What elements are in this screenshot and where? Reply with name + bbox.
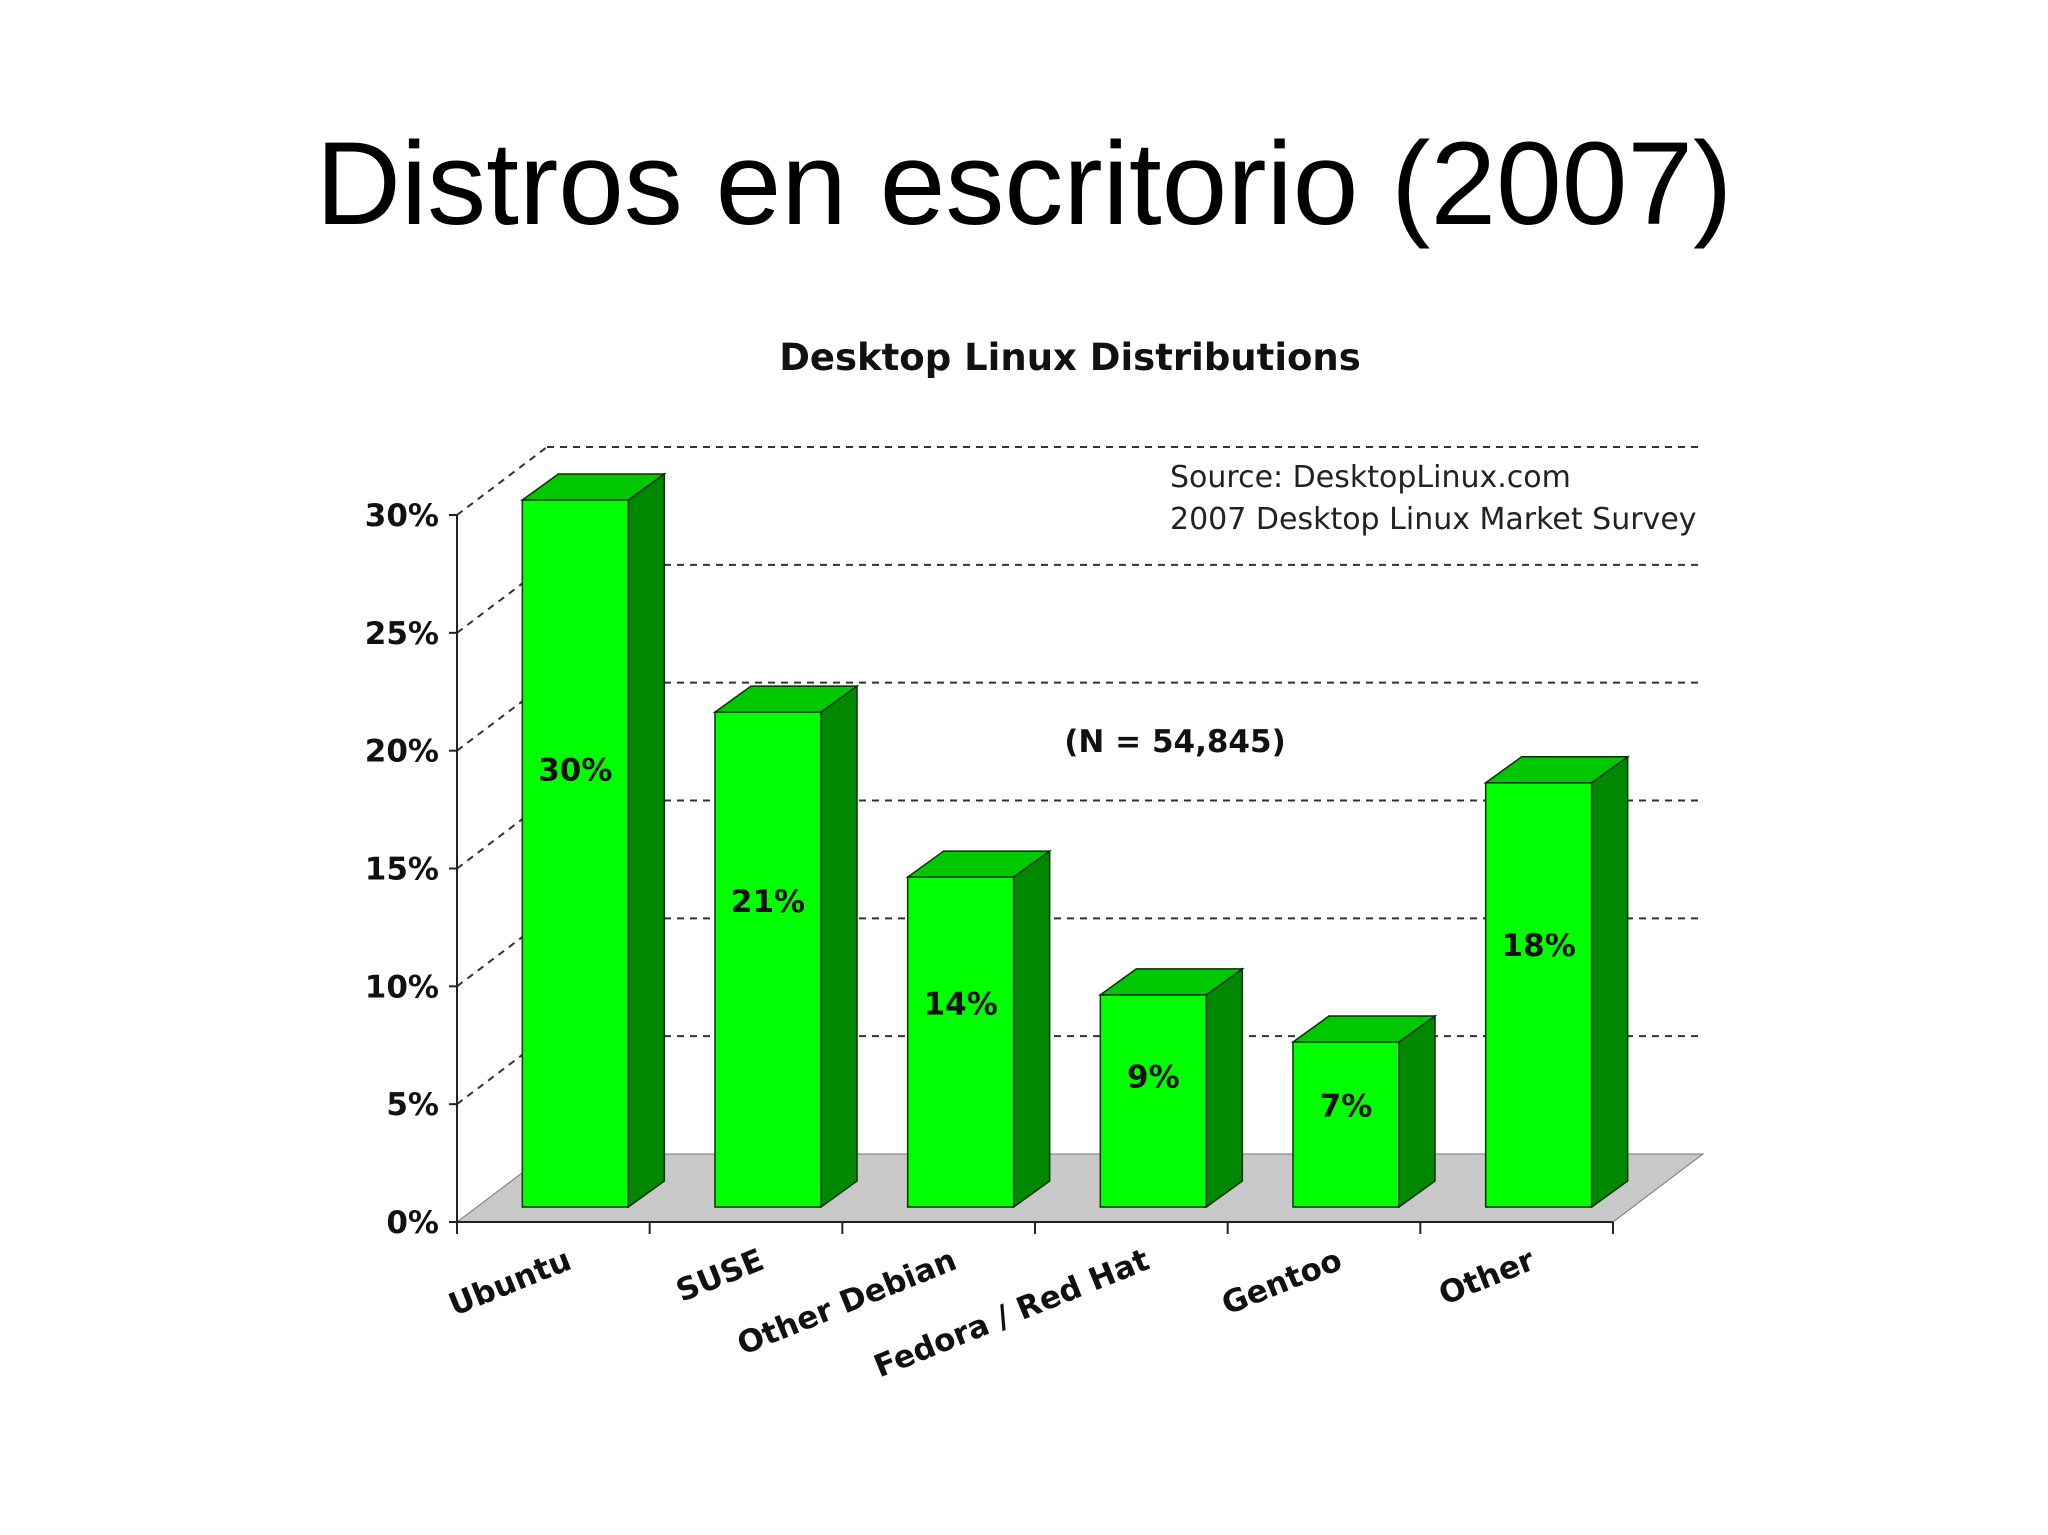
bar-side-face: [1205, 967, 1244, 1209]
y-tick-label: 0%: [386, 1205, 439, 1241]
source-note-line1: Source: DesktopLinux.com: [1170, 460, 1571, 495]
x-category-label: Ubuntu: [444, 1242, 577, 1323]
y-tick-label: 20%: [365, 734, 439, 770]
sample-size-label: (N = 54,845): [1064, 724, 1285, 760]
bar-data-label: 18%: [1502, 928, 1576, 964]
bars: [520, 472, 1630, 1209]
y-tick-label: 15%: [365, 852, 439, 888]
x-category-label: Gentoo: [1217, 1242, 1347, 1323]
bar-other-debian: [905, 849, 1052, 1209]
bar-data-label: 30%: [538, 753, 612, 789]
x-category-label: Other: [1434, 1242, 1540, 1313]
bar-data-label: 14%: [924, 986, 998, 1022]
slide-title: Distros en escritorio (2007): [315, 118, 1733, 250]
bar-data-label: 9%: [1127, 1059, 1180, 1095]
y-tick-label: 5%: [386, 1087, 439, 1123]
bar-suse: [712, 684, 860, 1209]
bar-side-face: [1012, 849, 1051, 1209]
bar-front-face: [521, 499, 630, 1208]
bar-front-face: [906, 876, 1015, 1208]
bar-data-label: 7%: [1320, 1089, 1373, 1125]
bar-side-face: [820, 684, 858, 1209]
bar-front-face: [714, 711, 822, 1208]
bar-ubuntu: [520, 472, 667, 1209]
chart-title: Desktop Linux Distributions: [779, 336, 1361, 379]
bar-side-face: [627, 472, 666, 1209]
bar-front-face: [1484, 782, 1593, 1208]
gridline-diagonal: [456, 446, 548, 516]
x-category-label: SUSE: [671, 1242, 769, 1309]
bar-side-face: [1590, 755, 1629, 1209]
y-tick-label: 10%: [365, 969, 439, 1005]
bar-gentoo: [1290, 1014, 1438, 1209]
y-tick-label: 25%: [365, 616, 439, 652]
bar-front-face: [1292, 1041, 1400, 1208]
source-note-line2: 2007 Desktop Linux Market Survey: [1170, 502, 1697, 537]
axes: [449, 514, 1614, 1234]
bar-other: [1483, 755, 1630, 1209]
y-tick-label: 30%: [365, 498, 439, 534]
bar-data-label: 21%: [731, 884, 805, 920]
bar-front-face: [1099, 994, 1208, 1208]
bar-fedora-red-hat: [1098, 967, 1245, 1209]
bar-side-face: [1398, 1014, 1436, 1209]
